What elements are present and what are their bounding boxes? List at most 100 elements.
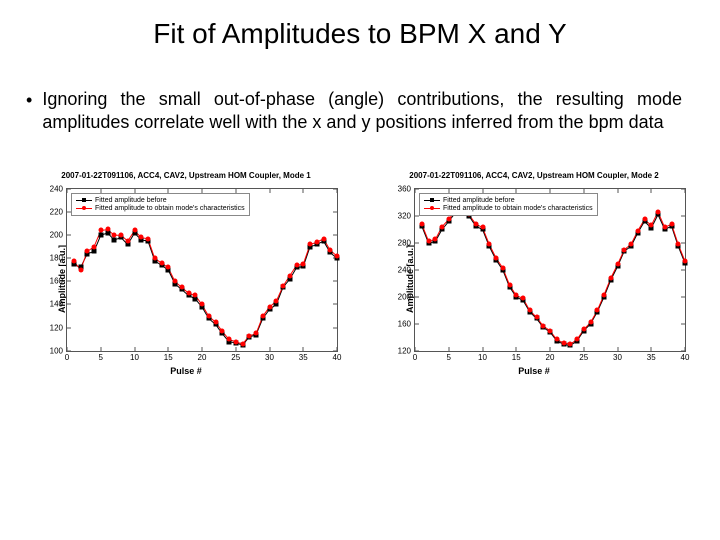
- data-point: [193, 293, 198, 298]
- ytick-label: 220: [50, 207, 67, 216]
- data-point: [642, 217, 647, 222]
- legend: Fitted amplitude beforeFitted amplitude …: [419, 193, 598, 216]
- legend-label-char: Fitted amplitude to obtain mode's charac…: [443, 205, 593, 212]
- legend-label-before: Fitted amplitude before: [443, 197, 515, 204]
- ytick-label: 200: [398, 292, 415, 301]
- data-point: [105, 227, 110, 232]
- xtick-label: 20: [198, 351, 207, 362]
- xtick-label: 30: [613, 351, 622, 362]
- ytick-label: 120: [50, 323, 67, 332]
- ytick-label: 160: [50, 277, 67, 286]
- data-point: [92, 249, 97, 254]
- data-point: [240, 341, 245, 346]
- data-point: [254, 331, 259, 336]
- legend-row-before: Fitted amplitude before: [76, 197, 245, 204]
- data-point: [98, 228, 103, 233]
- ytick-label: 140: [50, 300, 67, 309]
- xtick-label: 40: [333, 351, 342, 362]
- data-point: [676, 242, 681, 247]
- ytick-label: 180: [50, 254, 67, 263]
- data-point: [554, 337, 559, 342]
- data-point: [602, 292, 607, 297]
- ytick-label: 320: [398, 211, 415, 220]
- data-point: [321, 236, 326, 241]
- data-point: [112, 237, 117, 242]
- xtick-label: 35: [647, 351, 656, 362]
- data-point: [446, 217, 451, 222]
- data-point: [179, 285, 184, 290]
- data-point: [85, 249, 90, 254]
- xtick-label: 40: [681, 351, 690, 362]
- ytick-label: 360: [398, 184, 415, 193]
- data-point: [112, 233, 117, 238]
- chart2-title: 2007-01-22T091106, ACC4, CAV2, Upstream …: [374, 171, 694, 180]
- data-point: [575, 337, 580, 342]
- data-point: [608, 275, 613, 280]
- data-point: [500, 265, 505, 270]
- chart1-plot-area: 0510152025303540100120140160180200220240…: [66, 188, 338, 352]
- xtick-label: 30: [265, 351, 274, 362]
- data-point: [541, 323, 546, 328]
- data-point: [440, 224, 445, 229]
- data-point: [568, 342, 573, 347]
- chart2-xlabel: Pulse #: [374, 366, 694, 376]
- chart2-plot-area: 0510152025303540120160200240280320360Fit…: [414, 188, 686, 352]
- ytick-label: 240: [398, 265, 415, 274]
- data-point: [548, 328, 553, 333]
- data-point: [78, 267, 83, 272]
- bullet-item: • Ignoring the small out-of-phase (angle…: [0, 50, 720, 135]
- data-point: [662, 225, 667, 230]
- xtick-label: 5: [447, 351, 451, 362]
- chart1-title: 2007-01-22T091106, ACC4, CAV2, Upstream …: [26, 171, 346, 180]
- data-point: [669, 221, 674, 226]
- data-point: [473, 221, 478, 226]
- xtick-label: 10: [478, 351, 487, 362]
- xtick-label: 5: [99, 351, 103, 362]
- data-point: [494, 255, 499, 260]
- data-point: [233, 339, 238, 344]
- data-point: [98, 233, 103, 238]
- chart-mode-1: 2007-01-22T091106, ACC4, CAV2, Upstream …: [26, 171, 346, 401]
- data-point: [146, 236, 151, 241]
- data-point: [132, 228, 137, 233]
- data-point: [622, 247, 627, 252]
- data-point: [480, 225, 485, 230]
- data-point: [683, 259, 688, 264]
- data-point: [260, 314, 265, 319]
- xtick-label: 15: [164, 351, 173, 362]
- xtick-label: 15: [512, 351, 521, 362]
- data-point: [328, 248, 333, 253]
- xtick-label: 25: [579, 351, 588, 362]
- data-point: [629, 242, 634, 247]
- legend-label-char: Fitted amplitude to obtain mode's charac…: [95, 205, 245, 212]
- data-point: [521, 296, 526, 301]
- data-point: [166, 265, 171, 270]
- ytick-label: 280: [398, 238, 415, 247]
- ytick-label: 100: [50, 346, 67, 355]
- data-point: [561, 340, 566, 345]
- data-point: [314, 240, 319, 245]
- data-point: [581, 327, 586, 332]
- data-point: [433, 237, 438, 242]
- data-point: [281, 283, 286, 288]
- bullet-text: Ignoring the small out-of-phase (angle) …: [42, 88, 682, 135]
- chart1-xlabel: Pulse #: [26, 366, 346, 376]
- data-point: [301, 261, 306, 266]
- legend-row-before: Fitted amplitude before: [424, 197, 593, 204]
- data-point: [487, 242, 492, 247]
- data-point: [649, 223, 654, 228]
- data-point: [159, 260, 164, 265]
- ytick-label: 120: [398, 346, 415, 355]
- data-point: [274, 299, 279, 304]
- page-title: Fit of Amplitudes to BPM X and Y: [0, 0, 720, 50]
- data-point: [247, 333, 252, 338]
- ytick-label: 240: [50, 184, 67, 193]
- data-point: [534, 315, 539, 320]
- charts-container: 2007-01-22T091106, ACC4, CAV2, Upstream …: [0, 135, 720, 401]
- data-point: [588, 320, 593, 325]
- data-point: [200, 302, 205, 307]
- xtick-label: 25: [231, 351, 240, 362]
- data-point: [335, 253, 340, 258]
- legend-label-before: Fitted amplitude before: [95, 197, 167, 204]
- data-point: [635, 228, 640, 233]
